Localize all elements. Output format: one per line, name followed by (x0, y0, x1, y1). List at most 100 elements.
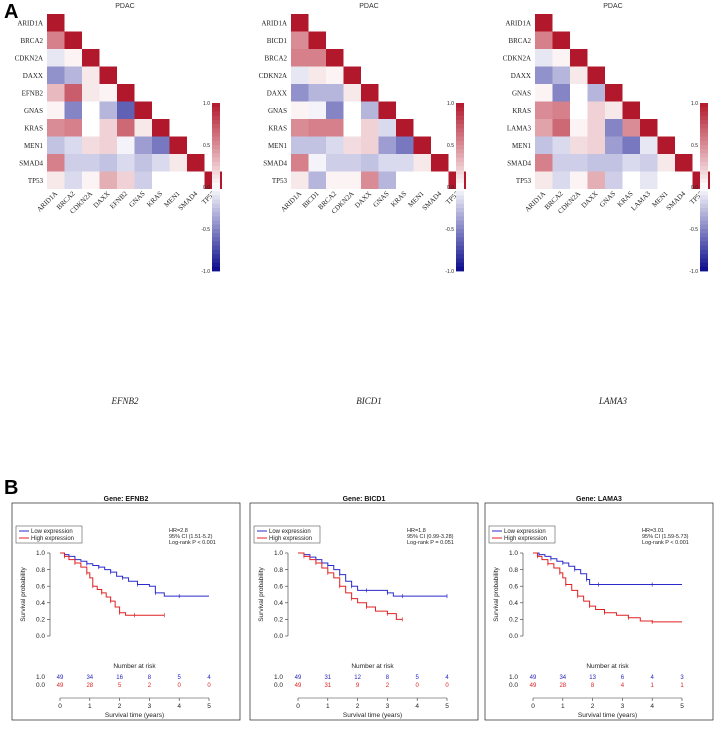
km2-legend-box (253, 525, 321, 544)
hm1-cell-kras-cdkn2a (82, 119, 100, 137)
hm3-row-label: ARID1A (505, 19, 531, 27)
km2-risk-low: 5 (416, 675, 420, 681)
hm2-cell-tp53-men1 (413, 171, 431, 189)
km2-curve-low (298, 552, 447, 597)
hm2-row-label: MEN1 (268, 142, 288, 150)
hm1-col-label: GNAS (128, 190, 147, 209)
km1-x-tick-label: 5 (207, 703, 211, 710)
km2-risk-low: 12 (354, 675, 361, 681)
km2-x-tick-label: 5 (445, 703, 449, 710)
hm3-cell-daxx-cdkn2a (570, 66, 588, 84)
hm1-colorbar-segment (212, 191, 220, 196)
hm3-title: PDAC (603, 3, 622, 10)
hm1-row-label: GNAS (24, 107, 43, 115)
hm1-row-label: KRAS (24, 124, 43, 132)
hm2-cell-cdkn2a-bicd1 (308, 66, 326, 84)
km2-risk-low: 8 (386, 675, 390, 681)
hm1-colorbar-segment (212, 153, 220, 158)
hm1-cell-kras-brca2 (64, 119, 82, 137)
hm3-cell-cdkn2a-arid1a (535, 49, 553, 67)
hm2-colorbar-segment (456, 212, 464, 217)
km1-risk-low: 4 (207, 675, 211, 681)
hm1-cell-efnb2-arid1a (47, 84, 65, 102)
hm2-cell-arid1a-arid1a (291, 14, 309, 32)
hm1-cell-smad4-smad4 (187, 154, 205, 172)
hm2-colorbar-segment (456, 161, 464, 167)
hm2-colorbar-segment (456, 145, 464, 150)
hm3-cell-men1-men1 (657, 136, 675, 154)
km3-x-tick-label: 0 (531, 703, 535, 710)
hm1-colorbar-segment (212, 258, 220, 263)
km3-risk-high: 8 (591, 683, 595, 689)
km1-x-tick-label: 0 (58, 703, 62, 710)
hm3-cell-men1-kras (622, 136, 640, 154)
km2-risk-high: 0 (416, 683, 420, 689)
hm2-cell-tp53-brca2 (326, 171, 344, 189)
km2-risk-high: 49 (295, 683, 302, 689)
km1-y-tick-label: 0.6 (36, 583, 45, 590)
hm1-cell-men1-kras (152, 136, 170, 154)
hm2-colorbar-segment (456, 203, 464, 209)
km1-title: Gene: EFNB2 (104, 496, 149, 503)
hm1-col-label: EFNB2 (108, 189, 129, 210)
hm3-colorbar-segment (700, 199, 708, 205)
km3-risk-low: 6 (621, 675, 625, 681)
hm1-colorbar-segment (212, 216, 220, 221)
km2-curve-high (298, 552, 403, 620)
hm3-colorbar-tick: 1.0 (691, 101, 698, 107)
km1-stat: Log-rank P < 0.001 (169, 540, 216, 546)
hm1-cell-kras-daxx (99, 119, 117, 137)
hm2-colorbar-tick: 0.0 (447, 185, 454, 191)
hm3-colorbar-segment (700, 140, 708, 146)
hm2-cell-men1-daxx (361, 136, 379, 154)
hm3-cell-kras-arid1a (535, 101, 553, 119)
hm3-colorbar-segment (700, 224, 708, 230)
km1-legend-low: Low expression (31, 529, 73, 535)
hm3-row-label: KRAS (512, 107, 531, 115)
hm2-colorbar-segment (456, 103, 464, 108)
hm3-colorbar-segment (700, 220, 708, 226)
hm3-cell-smad4-gnas (605, 154, 623, 172)
hm2-colorbar-tick: -0.5 (445, 227, 454, 233)
km3-x-tick-label: 4 (650, 703, 654, 710)
hm3-cell-men1-daxx (587, 136, 605, 154)
hm3-cell-kras-brca2 (552, 101, 570, 119)
hm1-cell-kras-kras (152, 119, 170, 137)
hm2-row-label: GNAS (268, 107, 287, 115)
hm2-cell-tp53-kras (396, 171, 414, 189)
hm3-row-label: MEN1 (512, 142, 532, 150)
hm2-colorbar-segment (456, 233, 464, 238)
hm1-heatmap: PDACARID1AARID1ABRCA2BRCA2CDKN2ACDKN2ADA… (15, 3, 222, 406)
hm1-colorbar-segment (212, 161, 220, 167)
km3-legend-box (488, 525, 556, 544)
hm2-cell-bicd1-arid1a (291, 31, 309, 49)
hm3-colorbar-tick: 0.0 (691, 185, 698, 191)
hm2-col-label: GNAS (372, 190, 391, 209)
hm2-row-label: CDKN2A (259, 72, 287, 80)
hm3-colorbar-segment (700, 258, 708, 263)
hm2-cell-daxx-cdkn2a (343, 84, 361, 102)
hm2-cell-kras-gnas (378, 119, 396, 137)
hm2-colorbar-segment (456, 166, 464, 171)
hm3-cell-kras-gnas (605, 101, 623, 119)
hm2-row-label: DAXX (267, 89, 287, 97)
km2-stat: Log-rank P = 0.051 (407, 540, 454, 546)
hm3-cell-daxx-brca2 (552, 66, 570, 84)
km2-risk-low: 31 (324, 675, 331, 681)
hm2-heatmap: PDACARID1AARID1ABICD1BICD1BRCA2BRCA2CDKN… (259, 3, 466, 406)
km3-x-tick-label: 3 (621, 703, 625, 710)
hm1-cell-men1-men1 (169, 136, 187, 154)
km2-risk-title: Number at risk (351, 663, 394, 670)
hm3-cell-lama3-kras (622, 119, 640, 137)
km1-y-label: Survival probability (20, 566, 27, 621)
hm1-colorbar-tick: -1.0 (201, 269, 210, 275)
hm1-row-label: MEN1 (24, 142, 44, 150)
hm2-cell-men1-bicd1 (308, 136, 326, 154)
hm1-colorbar-segment (212, 250, 220, 255)
hm3-cell-lama3-lama3 (640, 119, 658, 137)
heatmap-panels: PDAC ARID1A ARID1A BRCA2 BRCA2 CDKN2A CDKN2A DA… (15, 3, 710, 406)
km3-y-tick-label: 0.4 (509, 600, 518, 607)
hm3-cell-smad4-kras (622, 154, 640, 172)
hm3-cell-tp53-arid1a (535, 171, 553, 189)
hm3-cell-kras-daxx (587, 101, 605, 119)
